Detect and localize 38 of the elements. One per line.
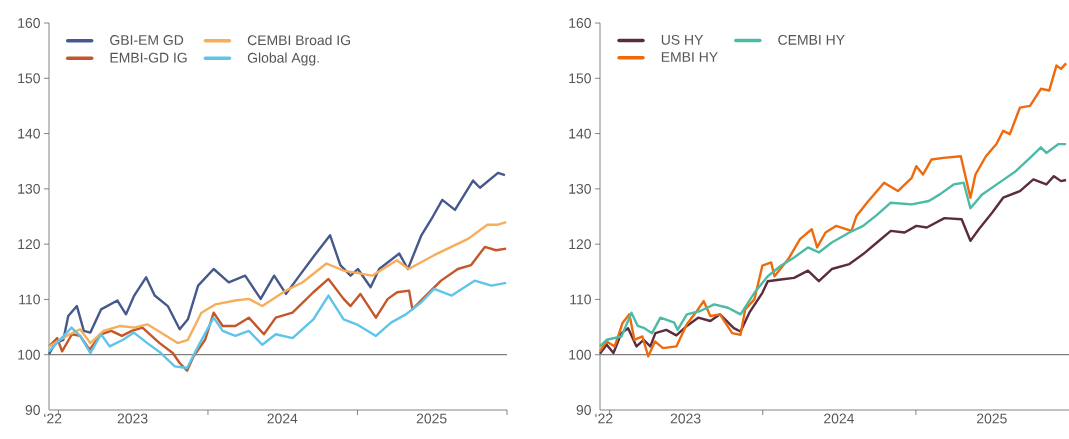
legend-label: EMBI-GD IG: [110, 52, 187, 63]
y-tick-label: 100: [569, 349, 591, 360]
line-series: [598, 174, 1068, 355]
y-tick-label: 90: [576, 405, 591, 415]
line-series: [598, 142, 1068, 348]
line-series: [598, 62, 1068, 358]
x-tick-label: 2024: [267, 413, 298, 424]
y-tick-label: 110: [19, 294, 40, 305]
x-tick-label: 2025: [416, 413, 447, 424]
x-tick-label: 2023: [670, 413, 701, 424]
legend-label: CEMBI HY: [778, 34, 845, 45]
y-tick-label: 160: [569, 18, 591, 28]
legend-label: Global Agg.: [247, 52, 319, 66]
x-tick-label: ‘22: [595, 413, 613, 424]
y-tick-label: 120: [569, 239, 591, 250]
y-tick-label: 150: [569, 73, 591, 84]
x-tick-label: ‘22: [44, 413, 62, 424]
x-tick-label: 2025: [977, 413, 1007, 424]
legend-label: CEMBI Broad IG: [247, 34, 350, 46]
y-tick-label: 130: [18, 183, 40, 194]
y-tick-label: 140: [18, 128, 40, 139]
y-tick-label: 90: [25, 405, 40, 415]
y-tick-label: 100: [18, 349, 40, 360]
y-tick-label: 130: [569, 183, 591, 194]
line-series: [47, 279, 508, 370]
y-tick-label: 150: [18, 73, 40, 84]
legend-label: US HY: [661, 34, 704, 45]
legend-label: EMBI HY: [661, 52, 718, 62]
y-tick-label: 160: [18, 18, 40, 28]
legend-label: GBI-EM GD: [110, 35, 184, 45]
x-tick-label: 2023: [117, 413, 148, 424]
y-tick-label: 120: [18, 239, 40, 250]
line-series: [47, 245, 508, 372]
x-tick-label: 2024: [824, 413, 855, 424]
line-series: [47, 171, 507, 356]
y-tick-label: 140: [569, 128, 591, 139]
line-series: [47, 220, 508, 348]
y-tick-label: 110: [570, 294, 591, 305]
